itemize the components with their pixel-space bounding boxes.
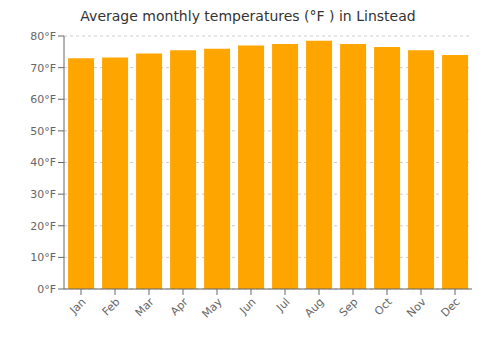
svg-text:50°F: 50°F xyxy=(30,125,56,138)
svg-text:Feb: Feb xyxy=(100,295,123,318)
svg-text:Oct: Oct xyxy=(372,295,395,318)
svg-text:80°F: 80°F xyxy=(30,30,56,43)
svg-text:0°F: 0°F xyxy=(37,283,56,296)
svg-text:May: May xyxy=(199,295,225,321)
svg-text:Aug: Aug xyxy=(302,295,326,319)
svg-text:Mar: Mar xyxy=(133,295,157,319)
svg-text:Jul: Jul xyxy=(273,295,292,314)
svg-text:40°F: 40°F xyxy=(30,156,56,169)
svg-text:60°F: 60°F xyxy=(30,93,56,106)
svg-text:Sep: Sep xyxy=(337,295,361,319)
svg-text:70°F: 70°F xyxy=(30,62,56,75)
svg-text:Apr: Apr xyxy=(168,295,191,318)
svg-text:10°F: 10°F xyxy=(30,251,56,264)
html-text:Average monthly temperatures (: Average monthly temperatures (°F ) in Li… xyxy=(80,8,416,24)
svg-text:Nov: Nov xyxy=(404,295,429,320)
svg-text:30°F: 30°F xyxy=(30,188,56,201)
svg-text:Jun: Jun xyxy=(237,295,259,317)
svg-text:Jan: Jan xyxy=(67,295,89,317)
svg-text:Dec: Dec xyxy=(438,295,462,319)
svg-text:20°F: 20°F xyxy=(30,220,56,233)
